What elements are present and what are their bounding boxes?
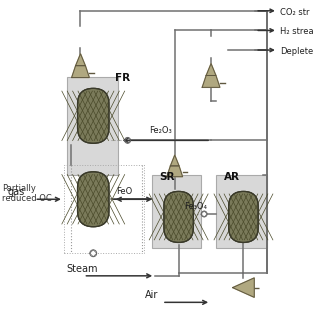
- Text: AR: AR: [224, 172, 240, 182]
- Bar: [67, 76, 118, 175]
- Text: Partially: Partially: [2, 184, 36, 193]
- FancyBboxPatch shape: [77, 88, 109, 143]
- Text: Deplete: Deplete: [280, 47, 313, 56]
- Polygon shape: [167, 166, 183, 177]
- Text: gas: gas: [8, 187, 25, 197]
- Bar: [64, 165, 144, 253]
- Polygon shape: [233, 278, 254, 297]
- Text: FeO: FeO: [116, 187, 132, 196]
- Text: Fe₃O₄: Fe₃O₄: [185, 202, 208, 211]
- Polygon shape: [206, 64, 216, 76]
- Circle shape: [201, 211, 207, 217]
- Polygon shape: [72, 66, 89, 77]
- FancyBboxPatch shape: [77, 172, 109, 227]
- Text: FR: FR: [115, 74, 130, 84]
- Text: H₂ strea: H₂ strea: [280, 27, 313, 36]
- Text: SR: SR: [159, 172, 174, 182]
- Polygon shape: [76, 54, 85, 66]
- Circle shape: [125, 137, 131, 143]
- Bar: [216, 175, 267, 248]
- Polygon shape: [171, 155, 179, 166]
- Text: reduced OC: reduced OC: [2, 194, 52, 203]
- FancyBboxPatch shape: [229, 191, 258, 243]
- FancyBboxPatch shape: [164, 191, 193, 243]
- Polygon shape: [202, 76, 220, 87]
- Text: Steam: Steam: [67, 264, 98, 274]
- Circle shape: [90, 250, 97, 257]
- Text: Fe₂O₃: Fe₂O₃: [149, 126, 172, 135]
- Text: CO₂ str: CO₂ str: [280, 8, 309, 17]
- Bar: [152, 175, 201, 248]
- Text: Air: Air: [145, 291, 159, 300]
